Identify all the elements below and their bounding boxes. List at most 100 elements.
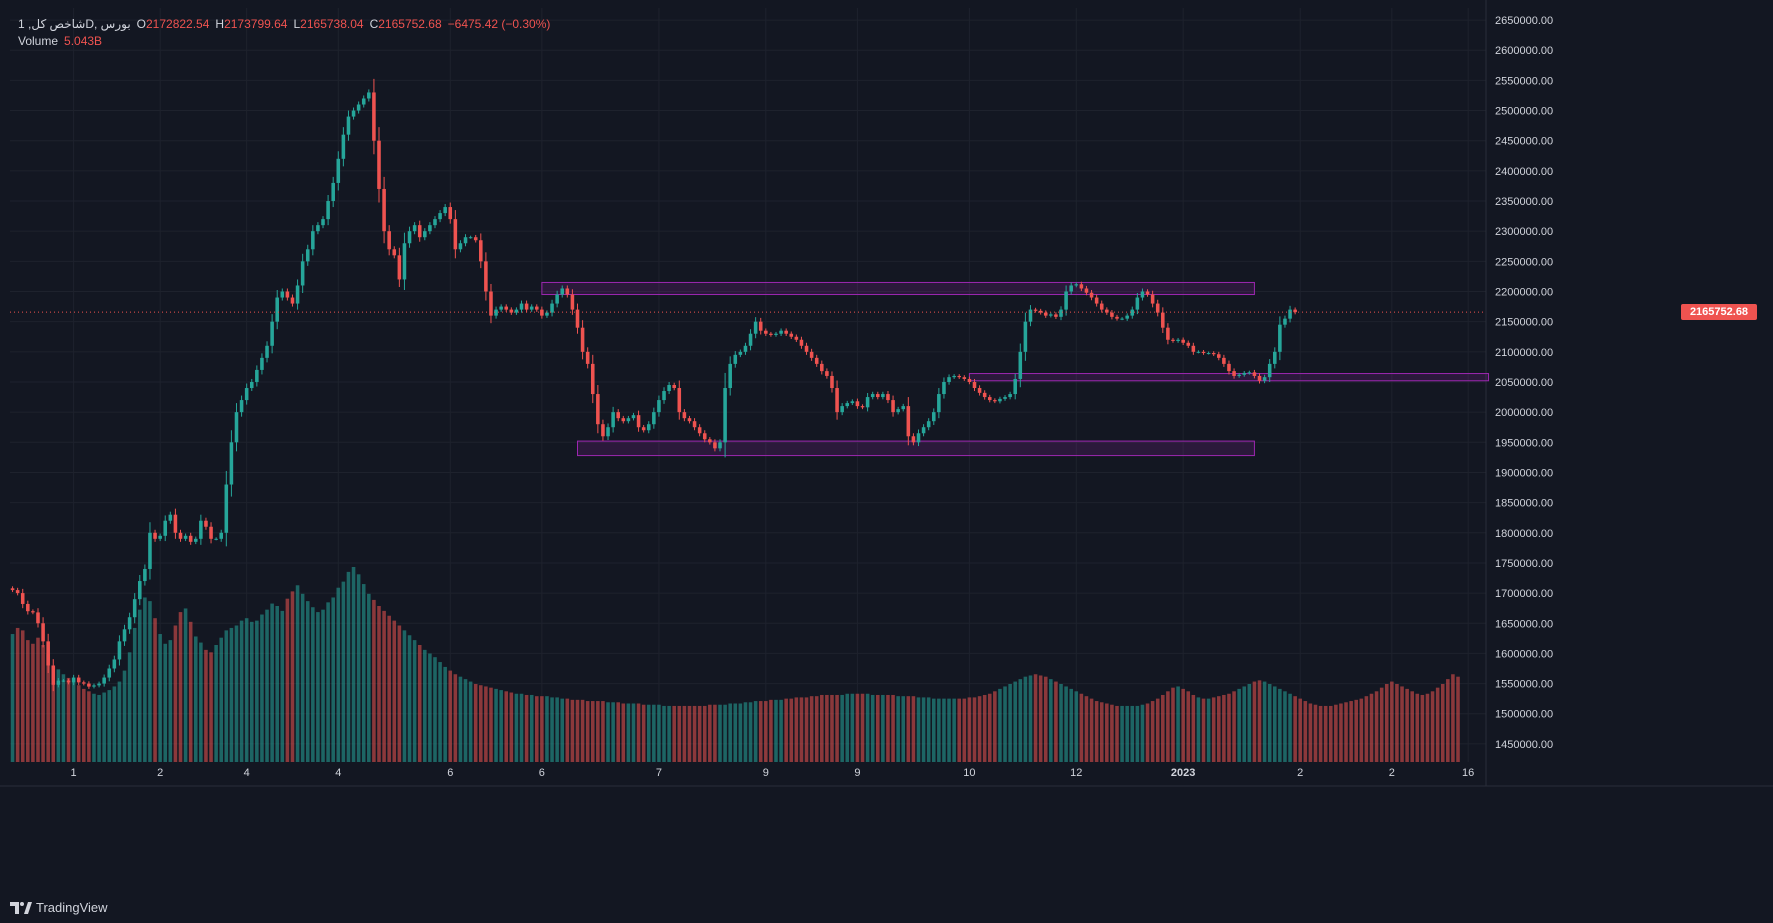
candle-body: [499, 306, 503, 310]
volume-bar: [1028, 675, 1033, 762]
volume-bar: [835, 694, 839, 762]
candle-body: [1084, 288, 1089, 293]
candle-body: [270, 321, 274, 346]
volume-bar: [1379, 687, 1384, 762]
volume-bar: [433, 657, 437, 762]
candle-body: [1252, 372, 1257, 376]
candle-body: [316, 225, 320, 232]
volume-bar: [585, 701, 590, 762]
candle-body: [1140, 291, 1145, 298]
volume-bar: [1038, 675, 1043, 762]
candle-body: [214, 538, 218, 540]
candle-body: [733, 354, 738, 364]
candle-body: [158, 535, 162, 539]
volume-bar: [1089, 698, 1094, 762]
candle-body: [809, 351, 814, 358]
candle-body: [1059, 309, 1063, 317]
candle-body: [1003, 397, 1007, 399]
candle-body: [677, 388, 682, 413]
volume-bar: [1196, 697, 1201, 762]
volume-bar: [402, 630, 407, 762]
candle-body: [931, 412, 936, 422]
volume-bar: [682, 705, 687, 762]
price-axis[interactable]: 1450000.00 1500000.00 1550000.00 1600000.00…: [1495, 15, 1553, 751]
candle-body: [193, 538, 198, 542]
price-tick-label: 1800000.00: [1495, 528, 1553, 540]
volume-bar: [382, 610, 386, 762]
price-tick-label: 1600000.00: [1495, 648, 1553, 660]
volume-bar: [31, 643, 35, 762]
time-axis[interactable]: 1 2 4 4 6 6 7 9 9 10 12 2023 2 2 16: [71, 767, 1475, 779]
candle-body: [346, 116, 351, 135]
open-label: O: [136, 17, 146, 31]
volume-bar: [733, 703, 738, 762]
candle-body: [702, 433, 707, 440]
volume-bar: [596, 701, 600, 762]
candle-body: [1150, 294, 1155, 304]
price-tick-label: 2150000.00: [1495, 317, 1553, 329]
volume-bar: [825, 694, 829, 762]
volume-bar: [1359, 698, 1364, 762]
candle-body: [163, 520, 168, 536]
candle-body: [51, 665, 56, 685]
volume-bar: [713, 704, 717, 762]
candle-body: [1155, 303, 1160, 313]
symbol-title[interactable]: شاخص کل, 1D, بورس: [18, 17, 131, 31]
volume-bar: [1181, 688, 1185, 762]
price-tick-label: 2250000.00: [1495, 256, 1553, 268]
volume-bar: [361, 584, 366, 762]
candle-body: [545, 312, 549, 316]
volume-bar: [529, 694, 534, 762]
time-tick-label: 6: [539, 767, 545, 779]
footer-brand[interactable]: TradingView: [10, 900, 108, 915]
candle-body: [494, 309, 498, 316]
volume-bar: [1303, 701, 1308, 762]
candle-body: [555, 294, 559, 304]
close-value: 2165752.68: [378, 17, 442, 31]
volume-bar: [998, 688, 1002, 762]
volume-bar: [580, 699, 585, 762]
candle-body: [1267, 363, 1272, 378]
candle-body: [453, 219, 458, 250]
volume-bar: [290, 591, 295, 762]
volume-bar: [728, 703, 732, 762]
volume-bar: [265, 609, 269, 762]
volume-bar: [1420, 694, 1425, 762]
candle-body: [56, 680, 61, 685]
volume-bar: [590, 701, 595, 762]
volume-bar: [621, 703, 626, 762]
volume-bar: [499, 690, 503, 762]
candle-body: [36, 612, 40, 624]
candle-body: [1227, 363, 1231, 372]
volume-bar: [1145, 703, 1150, 762]
volume-bar: [1384, 684, 1389, 762]
candle-body: [738, 351, 743, 355]
volume-bar: [219, 637, 224, 762]
volume-label[interactable]: Volume: [18, 34, 59, 48]
candle-body: [514, 309, 519, 313]
candle-body: [311, 231, 315, 250]
candle-body: [1247, 372, 1252, 374]
volume-bar: [540, 696, 544, 762]
candle-body: [830, 375, 834, 389]
volume-bar: [1374, 691, 1379, 762]
zones: [541, 281, 1490, 457]
candle-body: [601, 424, 605, 437]
candle-body: [723, 388, 727, 443]
candle-body: [876, 394, 880, 398]
open-value: 2172822.54: [146, 17, 210, 31]
volume-bar: [1018, 679, 1023, 762]
candle-body: [886, 394, 890, 401]
volume-bar: [1395, 684, 1399, 762]
volume-bar: [372, 599, 376, 762]
volume-bar: [1232, 691, 1236, 762]
candle-body: [234, 412, 239, 443]
volume-bar: [687, 705, 692, 762]
volume-bar: [1278, 688, 1282, 762]
candle-body: [1217, 354, 1221, 358]
volume-bar: [1023, 676, 1028, 762]
volume-bar: [1033, 674, 1038, 762]
volume-bar: [326, 602, 330, 762]
